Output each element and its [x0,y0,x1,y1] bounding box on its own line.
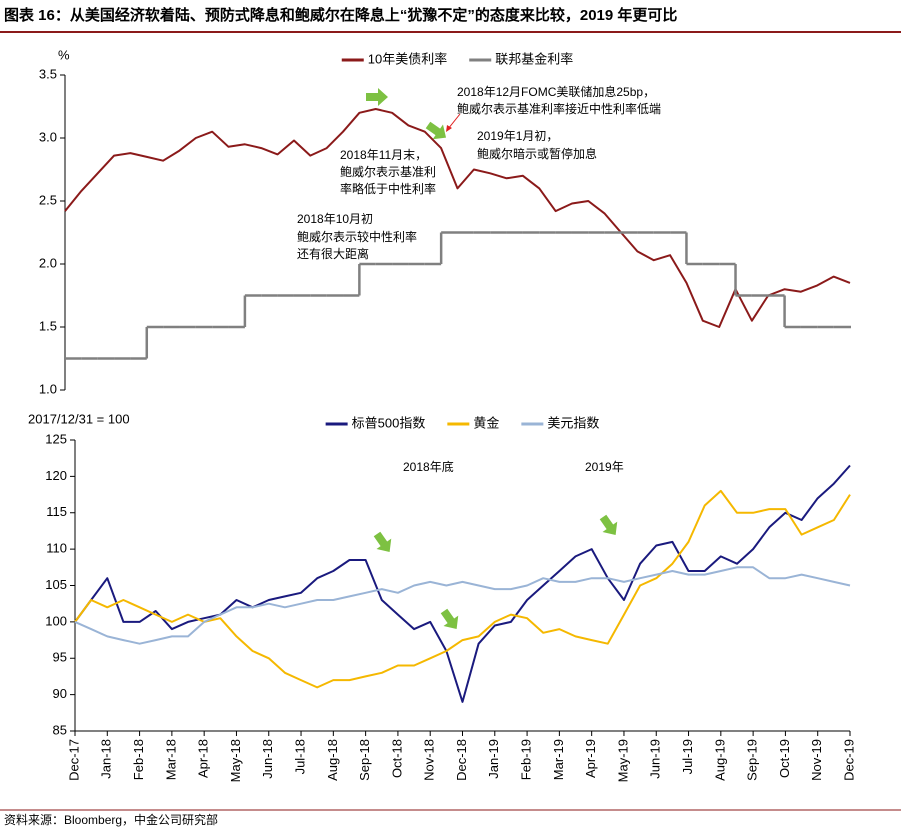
x-tick-label: Sep-19 [745,739,760,781]
annotation: 2018年10月初 [297,212,373,226]
y-tick-label: 95 [53,650,67,665]
y-tick-label: 2.5 [39,192,57,207]
legend: 10年美债利率 联邦基金利率 [341,51,573,66]
x-tick-label: Feb-18 [131,739,146,780]
series-line [74,464,851,703]
y-tick-label: 2.0 [39,255,57,270]
pointer-head [446,125,452,132]
annotation: 还有很大距离 [297,246,369,261]
series-line [74,489,851,689]
annotation: 鲍威尔暗示或暂停加息 [477,146,597,161]
annotation: 鲍威尔表示基准利率接近中性利率低端 [457,101,661,116]
y-tick-label: 100 [45,613,67,628]
x-tick-label: Jul-18 [292,739,307,774]
legend-label: 联邦基金利率 [495,51,573,66]
annotation: 2018年12月FOMC美联储加息25bp， [457,84,655,99]
y-tick-label: 120 [45,468,67,483]
y-tick-label: 90 [53,686,67,701]
green-arrows [366,88,618,630]
y-tick-label: 110 [46,541,67,556]
arrow [366,88,388,106]
source-note: 资料来源：Bloomberg，中金公司研究部 [4,812,218,827]
x-tick-label: Mar-19 [551,739,566,780]
annotation: 2018年底 [403,459,454,474]
chart-title: 图表 16：从美国经济软着陆、预防式降息和鲍威尔在降息上“犹豫不定”的态度来比较… [4,6,677,24]
y-tick-label: 85 [53,722,67,737]
x-tick-label: Jan-18 [99,739,114,779]
y-axis-label: 2017/12/31 = 100 [28,411,130,426]
y-tick-label: 125 [45,431,67,446]
legend-label: 美元指数 [547,415,599,430]
arrow [373,531,392,553]
x-tick-label: Apr-19 [583,739,598,778]
annotation: 2019年1月初， [477,129,558,143]
arrow [425,121,447,140]
annotation: 2018年11月末， [340,148,427,162]
legend: 标普500指数 黄金 美元指数 [325,415,599,430]
legend-label: 标普500指数 [352,415,426,430]
x-tick-label: Oct-18 [389,739,404,778]
x-tick-label: Jun-19 [648,739,663,779]
x-tick-label: Mar-18 [163,739,178,780]
arrow [440,608,459,630]
pointer [447,113,461,130]
x-tick-label: Aug-18 [325,739,340,781]
annotation: 鲍威尔表示较中性利率 [297,229,417,244]
x-tick-label: May-18 [228,739,243,782]
x-tick-label: Dec-19 [841,739,856,781]
x-tick-label: Aug-19 [712,739,727,781]
x-tick-label: Apr-18 [196,739,211,778]
x-tick-label: Jan-19 [486,739,501,779]
annotation: 鲍威尔表示基准利 [340,164,436,179]
series-line [74,566,851,645]
x-tick-label: Nov-19 [809,739,824,781]
y-tick-label: 1.5 [39,318,57,333]
x-tick-label: Dec-18 [454,739,469,781]
x-tick-label: Oct-19 [777,739,792,778]
x-tick-label: Feb-19 [519,739,534,780]
x-tick-label: Jun-18 [260,739,275,779]
x-tick-label: Dec-17 [66,739,81,781]
x-tick-label: May-19 [615,739,630,782]
y-tick-label: 1.0 [39,381,57,396]
y-tick-label: 115 [46,504,67,519]
x-tick-label: Sep-18 [357,739,372,781]
series-line [64,108,851,328]
x-tick-label: Jul-19 [680,739,695,774]
annotation: 2019年 [585,460,624,474]
y-tick-label: 105 [45,577,67,592]
y-axis-label: % [58,47,70,62]
legend-label: 10年美债利率 [368,51,447,66]
legend-label: 黄金 [473,415,499,430]
y-tick-label: 3.5 [39,66,57,81]
annotation: 率略低于中性利率 [340,181,436,196]
arrow [599,514,618,536]
x-tick-label: Nov-18 [422,739,437,781]
y-tick-label: 3.0 [39,129,57,144]
